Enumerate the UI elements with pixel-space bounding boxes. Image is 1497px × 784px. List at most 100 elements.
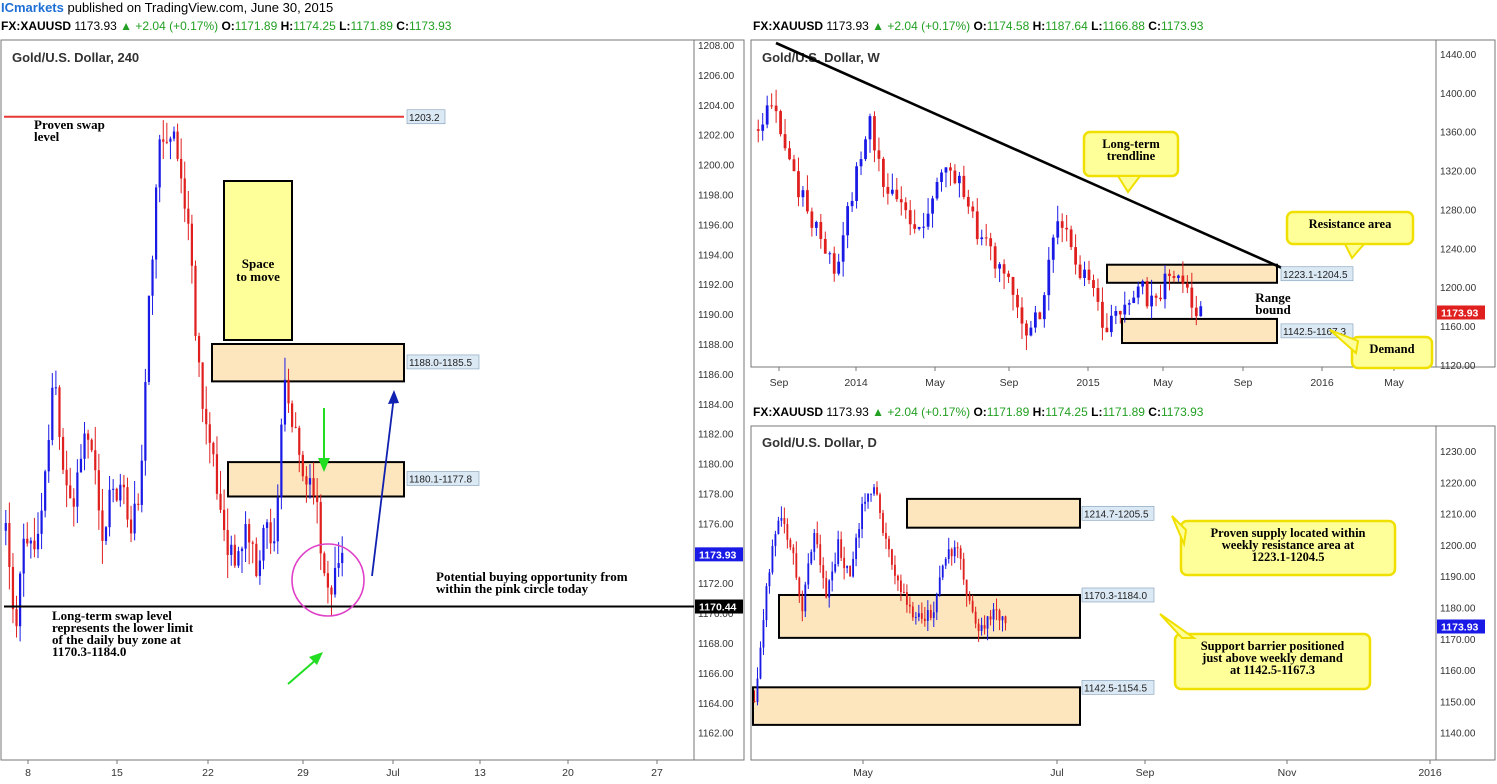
daily-low-zone [752,686,1081,726]
weekly-candle [917,226,921,229]
h4-candle [108,489,111,528]
weekly-candle [962,175,966,197]
quote-l: 1166.88 [1102,19,1145,33]
2-y-tick-label: 1140.00 [1440,729,1476,740]
weekly-candle [1114,311,1118,316]
weekly-candle [993,246,997,269]
quote-last: 1173.93 [71,19,120,33]
h4-candle [280,424,283,498]
weekly-candle [1007,273,1010,277]
quote-o: 1171.89 [235,19,278,33]
weekly-x-tick-label: May [1384,377,1405,389]
daily-supply-note-text: weekly resistance area at [1222,538,1355,552]
quote-o: 1171.89 [987,405,1030,419]
h4-candle [244,524,247,549]
quote-c: 1173.93 [1161,19,1204,33]
daily-candle [932,612,935,618]
h4-candle [104,527,108,541]
weekly-candle [935,181,939,199]
page-header: ICmarkets published on TradingView.com, … [1,0,333,16]
0-y-tick-label: 1184.00 [698,400,734,411]
daily-candle [1001,616,1004,621]
h4-swap-label: 1203.2 [409,113,440,124]
daily-candle [846,565,849,569]
h4-candle [197,335,201,363]
daily-chart-title: Gold/U.S. Dollar, D [762,435,877,450]
daily-candle [807,563,810,585]
h4-swap-note: Proven swap [34,117,105,132]
h4-candle [262,527,265,561]
weekly-candle [1150,295,1153,307]
daily-candle [855,537,858,560]
0-y-tick-label: 1202.00 [698,131,735,142]
0-y-tick-label: 1176.00 [698,519,734,530]
quote-h: 1174.25 [1045,405,1088,419]
h4-candle [129,519,133,534]
1-y-tick-label: 1160.00 [1440,322,1476,333]
h4-candle [162,139,165,142]
daily-x-tick-label: 2016 [1418,767,1442,779]
daily-candle [774,534,777,547]
h4-candle [97,470,100,511]
weekly-candle [828,253,832,255]
h4-x-tick-label: Jul [386,767,399,779]
h4-zone-1188 [211,343,405,383]
0-y-tick-label: 1194.00 [698,250,734,261]
daily-candle [891,549,893,565]
0-y-tick-label: 1172.00 [698,579,734,590]
weekly-candle [1185,283,1189,288]
quote-label: L: [336,19,351,33]
daily-candle [980,625,983,631]
h4-long-term-note: 1170.3-1184.0 [52,644,126,659]
daily-x-tick-label: Nov [1278,767,1297,779]
h4-candle [230,544,233,555]
daily-barrier-note [1173,632,1372,691]
h4-long-term-note: Long-term swap level [52,608,172,623]
daily-candle [962,558,965,580]
h4-x-tick-label: 27 [651,767,663,779]
h4-candle [154,187,158,260]
weekly-demand-note [1350,335,1434,370]
weekly-candle [1127,303,1131,305]
weekly-range-note: bound [1255,302,1291,317]
daily-candle [882,512,884,534]
weekly-candle [966,196,970,207]
weekly-candle [998,264,1002,269]
weekly-candle [1074,247,1077,265]
weekly-trendline-note-pointer [1116,175,1142,194]
h4-buy-note: Potential buying opportunity from [436,569,628,584]
daily-candle [861,503,863,530]
weekly-candle [1190,287,1194,308]
weekly-x-tick-label: May [1153,377,1174,389]
weekly-candle [882,158,885,187]
weekly-candle [1096,288,1100,302]
daily-mid-label-bg [1081,587,1155,603]
h4-candle [76,472,79,507]
weekly-demand-note-text: Demand [1369,342,1414,356]
h4-candle [86,433,90,440]
2-y-tick-label: 1220.00 [1440,478,1477,489]
quote-label: H: [1029,405,1045,419]
h4-zone2-label-bg [406,471,480,486]
weekly-candle [868,116,872,140]
daily-candle [792,547,795,554]
weekly-candle [792,159,796,172]
weekly-candle [984,237,988,239]
weekly-candle [873,116,876,151]
h4-candle [58,387,61,437]
daily-price-axis [1435,425,1496,761]
daily-price-tag-bg [1437,619,1485,634]
h4-candle [72,498,75,507]
h4-candle [319,502,322,554]
daily-candle [804,584,807,612]
daily-candle [831,571,834,581]
weekly-candle [922,226,926,228]
h4-candle [183,178,186,209]
quote-chg: +2.04 (+0.17%) [887,19,970,33]
h4-chart-panel: FX:XAUUSD 1173.93 ▲ +2.04 (+0.17%) O:117… [0,19,745,779]
daily-candle [765,586,768,621]
h4-candle [176,131,179,159]
weekly-candle [1141,281,1145,287]
daily-candle [929,610,932,618]
brand-link[interactable]: ICmarkets [1,0,64,15]
